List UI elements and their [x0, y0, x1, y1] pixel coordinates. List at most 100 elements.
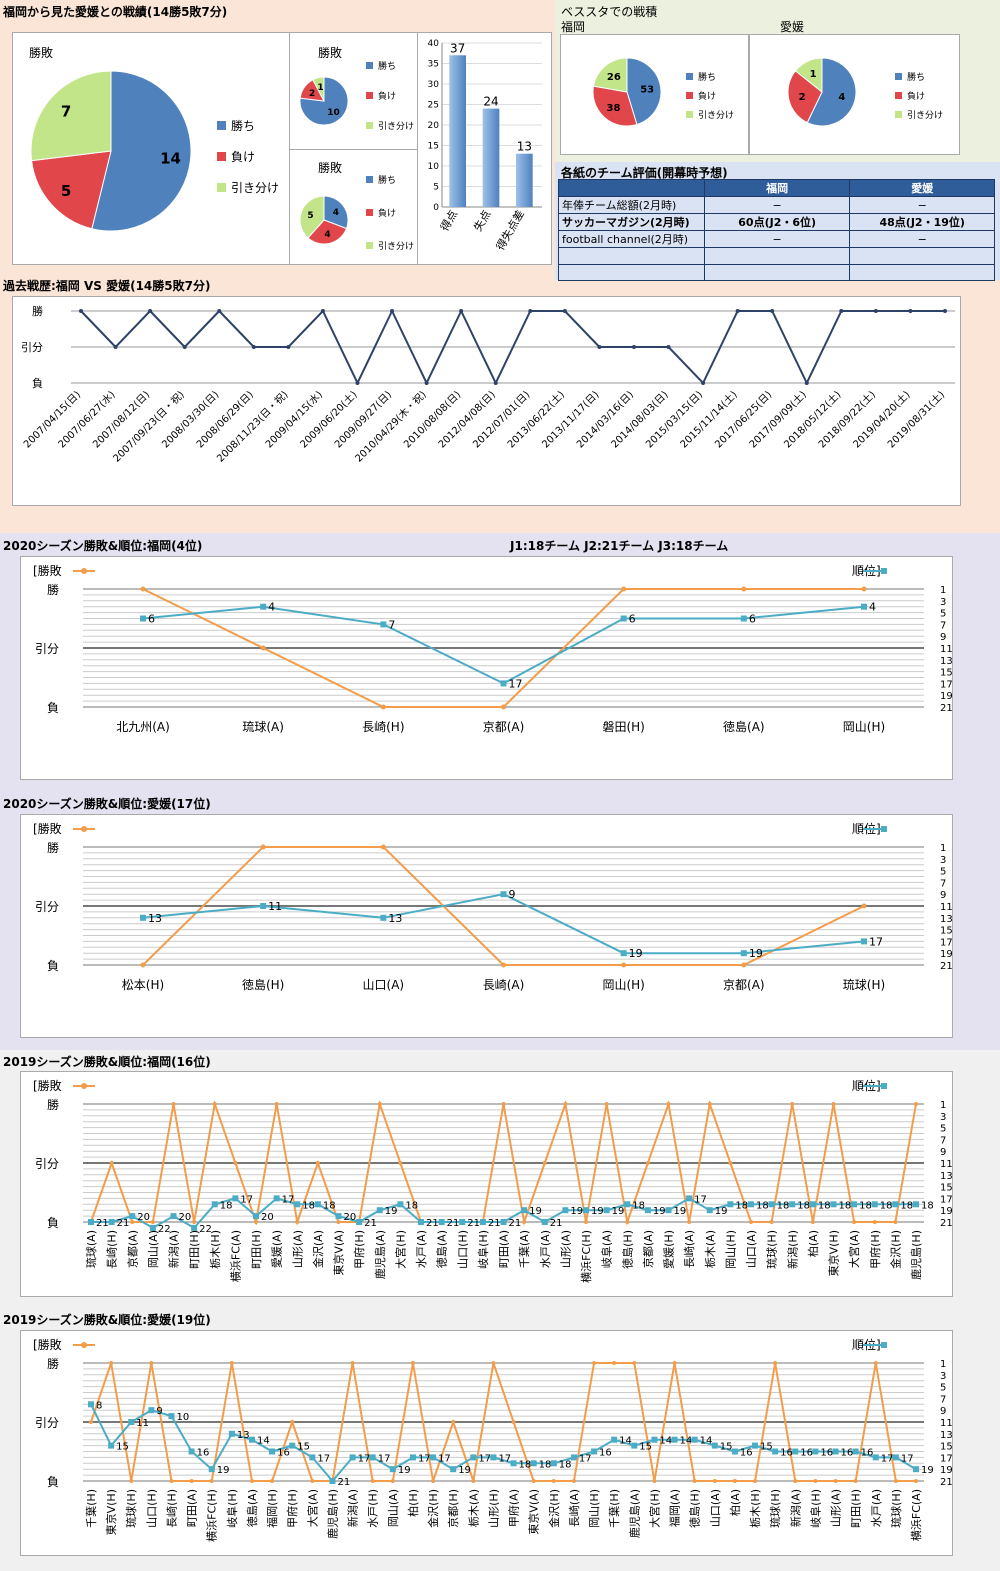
- result-point: [873, 1361, 878, 1365]
- rank-data-label: 19: [653, 1206, 666, 1217]
- rank-point: [88, 1219, 94, 1225]
- result-point: [707, 1102, 712, 1106]
- rank-point: [671, 1436, 678, 1443]
- rank-point: [562, 1207, 569, 1214]
- x-tick-label: 栃木(H): [748, 1489, 762, 1528]
- x-tick-label: 2009/06/20(土): [297, 388, 360, 451]
- pie-slice: [299, 76, 349, 126]
- x-tick-label: 岐阜(A): [601, 1230, 614, 1268]
- legend-swatch: [366, 62, 373, 69]
- legend-result-label: [勝敗: [33, 563, 62, 578]
- x-tick-label: 岡山(A): [387, 1489, 400, 1527]
- rank-point: [792, 1448, 799, 1455]
- result-point: [377, 1102, 382, 1106]
- legend-result-marker: [81, 1342, 87, 1348]
- bessta-ehime-label: 愛媛: [780, 20, 805, 34]
- rank-data-label: 19: [674, 1206, 687, 1217]
- rank-point: [168, 1413, 175, 1420]
- result-point: [390, 309, 395, 313]
- y-tick-label: 25: [428, 101, 439, 111]
- x-tick-label: 栃木(A): [703, 1230, 717, 1268]
- y-tick-label: 40: [428, 39, 440, 49]
- result-point: [129, 1479, 134, 1483]
- x-tick-label: 京都(A): [641, 1230, 655, 1268]
- rank-point: [740, 615, 747, 622]
- rank-point: [356, 1219, 363, 1225]
- rank-point: [470, 1454, 477, 1461]
- bessta-ehime-panel: 4 2 1 勝ち 負け 引き分け: [749, 34, 960, 155]
- y-axis-label: 勝: [47, 1097, 59, 1112]
- rank-tick-label: 19: [940, 1465, 952, 1476]
- pie-data-label: 5: [61, 182, 71, 200]
- rank-tick-label: 17: [940, 937, 952, 948]
- result-point: [310, 1479, 315, 1483]
- rank-tick-label: 7: [940, 1394, 946, 1405]
- y-tick-label: 20: [428, 121, 440, 131]
- rank-data-label: 19: [921, 1465, 934, 1476]
- s2019f-title: 2019シーズン勝敗&順位:福岡(16位): [3, 1055, 211, 1069]
- result-point: [839, 309, 844, 313]
- result-point: [712, 1479, 717, 1483]
- rank-tick-label: 9: [940, 632, 946, 643]
- rank-point: [479, 1219, 486, 1225]
- x-tick-label: 琉球(A): [84, 1230, 98, 1268]
- y-axis-label: 引分: [21, 340, 43, 354]
- pie-data-label: 2: [799, 92, 806, 103]
- rank-point: [140, 914, 146, 921]
- rank-point: [748, 1201, 754, 1208]
- rank-data-label: 19: [529, 1206, 542, 1217]
- x-tick-label: 金沢(H): [547, 1489, 561, 1528]
- pie-data-label: 4: [324, 230, 330, 240]
- past-history-panel: 勝引分負 2007/04/15(日) 2007/06/27(水) 2007/08/12…: [12, 296, 961, 506]
- rank-data-label: 17: [358, 1453, 371, 1464]
- rank-point: [789, 1201, 796, 1208]
- y-axis-label: 負: [47, 1475, 59, 1489]
- legend-rank-marker: [881, 568, 887, 574]
- x-tick-label: 愛媛(A): [270, 1230, 284, 1268]
- x-tick-label: 得失点差: [493, 208, 527, 253]
- rank-point: [335, 1213, 342, 1220]
- rank-point: [314, 1201, 321, 1208]
- result-point: [631, 345, 636, 349]
- rank-point: [812, 1448, 819, 1455]
- rank-point: [852, 1448, 859, 1455]
- result-point: [528, 309, 533, 313]
- x-tick-label: 甲府(A): [507, 1489, 521, 1527]
- rank-tick-label: 1: [940, 1100, 946, 1111]
- rank-data-label: 18: [900, 1200, 913, 1211]
- x-tick-label: 2017/09/09(土): [746, 388, 809, 451]
- rank-point: [129, 1213, 136, 1220]
- result-point: [652, 1479, 657, 1483]
- x-tick-label: 2018/09/22(土): [815, 388, 878, 451]
- result-point: [597, 345, 602, 349]
- result-point: [451, 1420, 456, 1424]
- x-tick-label: 水戸(H): [367, 1489, 380, 1528]
- result-point: [813, 1479, 818, 1483]
- result-point: [687, 1220, 692, 1224]
- y-axis-label: 引分: [35, 1416, 59, 1430]
- rank-data-label: 4: [268, 601, 275, 614]
- eval-cell-fukuoka: −: [703, 230, 851, 248]
- rank-point: [686, 1195, 693, 1202]
- result-point: [666, 1102, 671, 1106]
- x-tick-label: 京都(A): [723, 978, 765, 992]
- result-point: [872, 1220, 877, 1224]
- result-point: [741, 962, 747, 968]
- rank-data-label: 13: [388, 912, 402, 925]
- rank-point: [211, 1201, 218, 1208]
- x-tick-label: 愛媛(H): [662, 1230, 676, 1269]
- x-tick-label: 長崎(H): [105, 1230, 119, 1269]
- rank-point: [851, 1201, 858, 1208]
- result-point: [171, 1102, 176, 1106]
- x-tick-label: 町田(A): [498, 1230, 511, 1268]
- x-tick-label: 岡山(H): [843, 720, 885, 734]
- rank-point: [248, 1436, 255, 1443]
- x-tick-label: 柏(A): [806, 1230, 820, 1257]
- rank-point: [149, 1224, 156, 1231]
- eval-cell-ehime: −: [849, 196, 995, 214]
- result-point: [563, 1102, 568, 1106]
- rank-data-label: 18: [559, 1459, 572, 1470]
- rank-point: [727, 1201, 734, 1208]
- x-tick-label: 岡山(H): [588, 1489, 601, 1528]
